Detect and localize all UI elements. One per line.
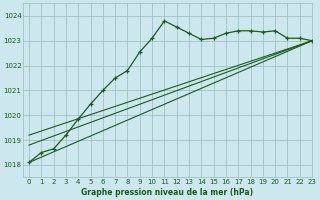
X-axis label: Graphe pression niveau de la mer (hPa): Graphe pression niveau de la mer (hPa)	[81, 188, 253, 197]
